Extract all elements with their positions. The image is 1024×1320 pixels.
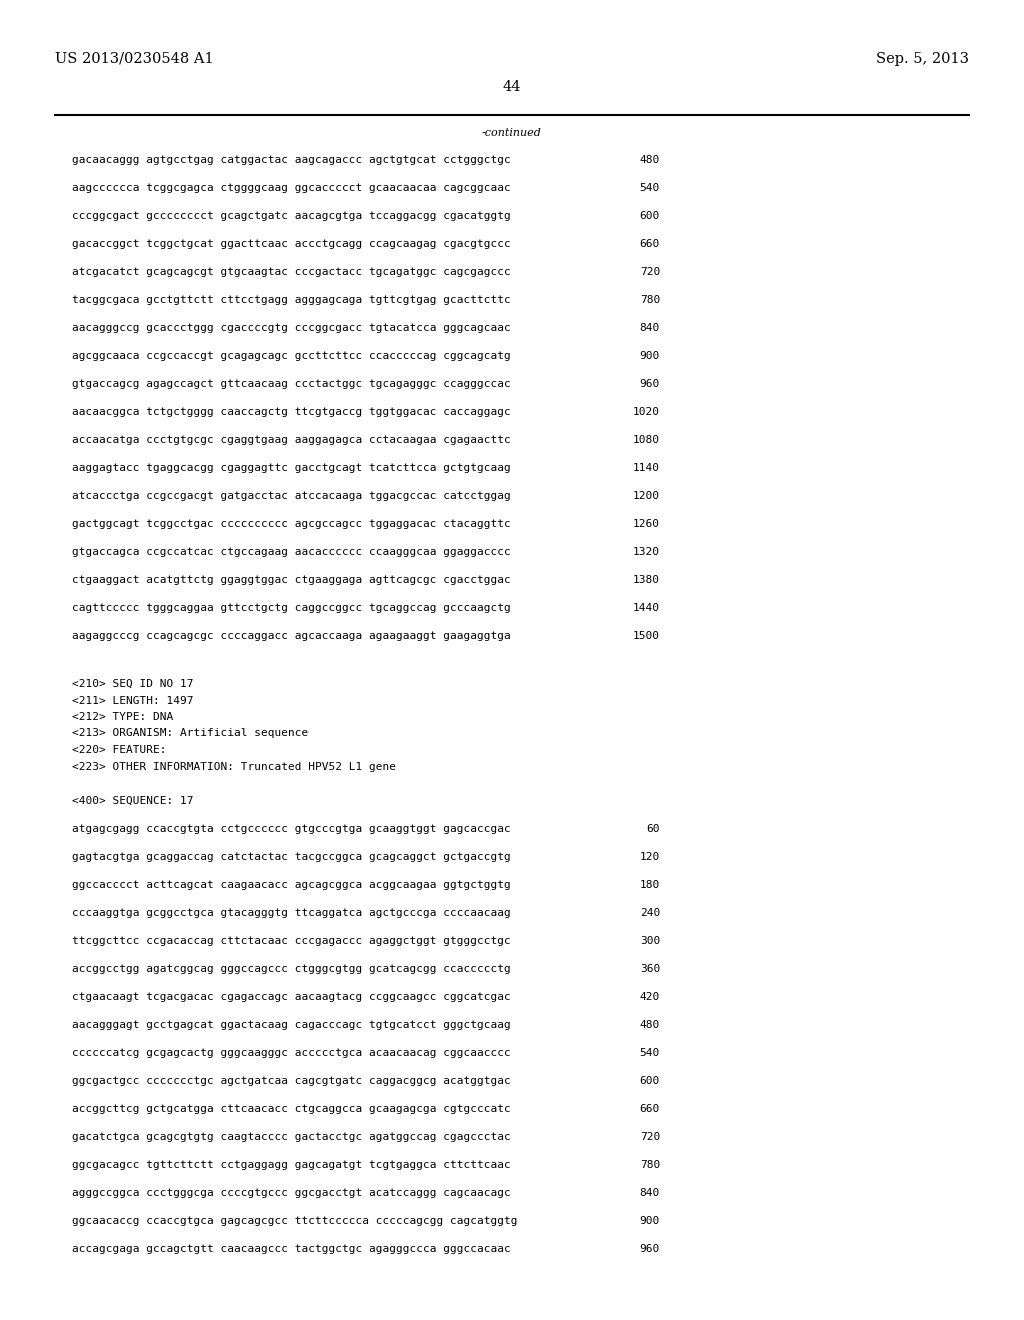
- Text: US 2013/0230548 A1: US 2013/0230548 A1: [55, 51, 214, 66]
- Text: ggccacccct acttcagcat caagaacacc agcagcggca acggcaagaa ggtgctggtg: ggccacccct acttcagcat caagaacacc agcagcg…: [72, 880, 511, 890]
- Text: 1380: 1380: [633, 576, 660, 585]
- Text: ggcgacagcc tgttcttctt cctgaggagg gagcagatgt tcgtgaggca cttcttcaac: ggcgacagcc tgttcttctt cctgaggagg gagcaga…: [72, 1160, 511, 1170]
- Text: 240: 240: [640, 908, 660, 917]
- Text: ttcggcttcc ccgacaccag cttctacaac cccgagaccc agaggctggt gtgggcctgc: ttcggcttcc ccgacaccag cttctacaac cccgaga…: [72, 936, 511, 946]
- Text: 900: 900: [640, 351, 660, 360]
- Text: <213> ORGANISM: Artificial sequence: <213> ORGANISM: Artificial sequence: [72, 729, 308, 738]
- Text: aaggagtacc tgaggcacgg cgaggagttc gacctgcagt tcatcttcca gctgtgcaag: aaggagtacc tgaggcacgg cgaggagttc gacctgc…: [72, 463, 511, 473]
- Text: gtgaccagca ccgccatcac ctgccagaag aacacccccc ccaagggcaa ggaggacccc: gtgaccagca ccgccatcac ctgccagaag aacaccc…: [72, 546, 511, 557]
- Text: 960: 960: [640, 379, 660, 389]
- Text: accaacatga ccctgtgcgc cgaggtgaag aaggagagca cctacaagaa cgagaacttc: accaacatga ccctgtgcgc cgaggtgaag aaggaga…: [72, 436, 511, 445]
- Text: accagcgaga gccagctgtt caacaagccc tactggctgc agagggccca gggccacaac: accagcgaga gccagctgtt caacaagccc tactggc…: [72, 1243, 511, 1254]
- Text: 44: 44: [503, 81, 521, 94]
- Text: agggccggca ccctgggcga ccccgtgccc ggcgacctgt acatccaggg cagcaacagc: agggccggca ccctgggcga ccccgtgccc ggcgacc…: [72, 1188, 511, 1199]
- Text: 480: 480: [640, 154, 660, 165]
- Text: aagcccccca tcggcgagca ctggggcaag ggcaccccct gcaacaacaa cagcggcaac: aagcccccca tcggcgagca ctggggcaag ggcaccc…: [72, 183, 511, 193]
- Text: accggcctgg agatcggcag gggccagccc ctgggcgtgg gcatcagcgg ccaccccctg: accggcctgg agatcggcag gggccagccc ctgggcg…: [72, 964, 511, 974]
- Text: cccaaggtga gcggcctgca gtacagggtg ttcaggatca agctgcccga ccccaacaag: cccaaggtga gcggcctgca gtacagggtg ttcagga…: [72, 908, 511, 917]
- Text: Sep. 5, 2013: Sep. 5, 2013: [876, 51, 969, 66]
- Text: gtgaccagcg agagccagct gttcaacaag ccctactggc tgcagagggc ccagggccac: gtgaccagcg agagccagct gttcaacaag ccctact…: [72, 379, 511, 389]
- Text: 720: 720: [640, 1133, 660, 1142]
- Text: 60: 60: [646, 824, 660, 834]
- Text: gacaccggct tcggctgcat ggacttcaac accctgcagg ccagcaagag cgacgtgccc: gacaccggct tcggctgcat ggacttcaac accctgc…: [72, 239, 511, 249]
- Text: 480: 480: [640, 1020, 660, 1030]
- Text: 780: 780: [640, 294, 660, 305]
- Text: 840: 840: [640, 1188, 660, 1199]
- Text: aagaggcccg ccagcagcgc ccccaggacc agcaccaaga agaagaaggt gaagaggtga: aagaggcccg ccagcagcgc ccccaggacc agcacca…: [72, 631, 511, 642]
- Text: 660: 660: [640, 1104, 660, 1114]
- Text: 840: 840: [640, 323, 660, 333]
- Text: 600: 600: [640, 211, 660, 220]
- Text: 960: 960: [640, 1243, 660, 1254]
- Text: agcggcaaca ccgccaccgt gcagagcagc gccttcttcc ccacccccag cggcagcatg: agcggcaaca ccgccaccgt gcagagcagc gccttct…: [72, 351, 511, 360]
- Text: ggcgactgcc ccccccctgc agctgatcaa cagcgtgatc caggacggcg acatggtgac: ggcgactgcc ccccccctgc agctgatcaa cagcgtg…: [72, 1076, 511, 1086]
- Text: gacaacaggg agtgcctgag catggactac aagcagaccc agctgtgcat cctgggctgc: gacaacaggg agtgcctgag catggactac aagcaga…: [72, 154, 511, 165]
- Text: -continued: -continued: [482, 128, 542, 139]
- Text: <400> SEQUENCE: 17: <400> SEQUENCE: 17: [72, 796, 194, 807]
- Text: 600: 600: [640, 1076, 660, 1086]
- Text: 300: 300: [640, 936, 660, 946]
- Text: gactggcagt tcggcctgac cccccccccc agcgccagcc tggaggacac ctacaggttc: gactggcagt tcggcctgac cccccccccc agcgcca…: [72, 519, 511, 529]
- Text: 180: 180: [640, 880, 660, 890]
- Text: <223> OTHER INFORMATION: Truncated HPV52 L1 gene: <223> OTHER INFORMATION: Truncated HPV52…: [72, 762, 396, 771]
- Text: 1200: 1200: [633, 491, 660, 502]
- Text: 1080: 1080: [633, 436, 660, 445]
- Text: 420: 420: [640, 993, 660, 1002]
- Text: atcaccctga ccgccgacgt gatgacctac atccacaaga tggacgccac catcctggag: atcaccctga ccgccgacgt gatgacctac atccaca…: [72, 491, 511, 502]
- Text: gacatctgca gcagcgtgtg caagtacccc gactacctgc agatggccag cgagccctac: gacatctgca gcagcgtgtg caagtacccc gactacc…: [72, 1133, 511, 1142]
- Text: 1500: 1500: [633, 631, 660, 642]
- Text: gagtacgtga gcaggaccag catctactac tacgccggca gcagcaggct gctgaccgtg: gagtacgtga gcaggaccag catctactac tacgccg…: [72, 851, 511, 862]
- Text: ccccccatcg gcgagcactg gggcaagggc accccctgca acaacaacag cggcaacccc: ccccccatcg gcgagcactg gggcaagggc accccct…: [72, 1048, 511, 1059]
- Text: cagttccccc tgggcaggaa gttcctgctg caggccggcc tgcaggccag gcccaagctg: cagttccccc tgggcaggaa gttcctgctg caggccg…: [72, 603, 511, 612]
- Text: 1260: 1260: [633, 519, 660, 529]
- Text: 720: 720: [640, 267, 660, 277]
- Text: 1140: 1140: [633, 463, 660, 473]
- Text: ctgaaggact acatgttctg ggaggtggac ctgaaggaga agttcagcgc cgacctggac: ctgaaggact acatgttctg ggaggtggac ctgaagg…: [72, 576, 511, 585]
- Text: <210> SEQ ID NO 17: <210> SEQ ID NO 17: [72, 678, 194, 689]
- Text: aacaacggca tctgctgggg caaccagctg ttcgtgaccg tggtggacac caccaggagc: aacaacggca tctgctgggg caaccagctg ttcgtga…: [72, 407, 511, 417]
- Text: 540: 540: [640, 1048, 660, 1059]
- Text: accggcttcg gctgcatgga cttcaacacc ctgcaggcca gcaagagcga cgtgcccatc: accggcttcg gctgcatgga cttcaacacc ctgcagg…: [72, 1104, 511, 1114]
- Text: <212> TYPE: DNA: <212> TYPE: DNA: [72, 711, 173, 722]
- Text: 1440: 1440: [633, 603, 660, 612]
- Text: 360: 360: [640, 964, 660, 974]
- Text: <220> FEATURE:: <220> FEATURE:: [72, 744, 167, 755]
- Text: 1020: 1020: [633, 407, 660, 417]
- Text: 780: 780: [640, 1160, 660, 1170]
- Text: <211> LENGTH: 1497: <211> LENGTH: 1497: [72, 696, 194, 705]
- Text: 1320: 1320: [633, 546, 660, 557]
- Text: 900: 900: [640, 1216, 660, 1226]
- Text: tacggcgaca gcctgttctt cttcctgagg agggagcaga tgttcgtgag gcacttcttc: tacggcgaca gcctgttctt cttcctgagg agggagc…: [72, 294, 511, 305]
- Text: ggcaacaccg ccaccgtgca gagcagcgcc ttcttccccca cccccagcgg cagcatggtg: ggcaacaccg ccaccgtgca gagcagcgcc ttcttcc…: [72, 1216, 517, 1226]
- Text: 660: 660: [640, 239, 660, 249]
- Text: aacagggagt gcctgagcat ggactacaag cagacccagc tgtgcatcct gggctgcaag: aacagggagt gcctgagcat ggactacaag cagaccc…: [72, 1020, 511, 1030]
- Text: ctgaacaagt tcgacgacac cgagaccagc aacaagtacg ccggcaagcc cggcatcgac: ctgaacaagt tcgacgacac cgagaccagc aacaagt…: [72, 993, 511, 1002]
- Text: atcgacatct gcagcagcgt gtgcaagtac cccgactacc tgcagatggc cagcgagccc: atcgacatct gcagcagcgt gtgcaagtac cccgact…: [72, 267, 511, 277]
- Text: 120: 120: [640, 851, 660, 862]
- Text: cccggcgact gcccccccct gcagctgatc aacagcgtga tccaggacgg cgacatggtg: cccggcgact gcccccccct gcagctgatc aacagcg…: [72, 211, 511, 220]
- Text: aacagggccg gcaccctggg cgaccccgtg cccggcgacc tgtacatcca gggcagcaac: aacagggccg gcaccctggg cgaccccgtg cccggcg…: [72, 323, 511, 333]
- Text: 540: 540: [640, 183, 660, 193]
- Text: atgagcgagg ccaccgtgta cctgcccccc gtgcccgtga gcaaggtggt gagcaccgac: atgagcgagg ccaccgtgta cctgcccccc gtgcccg…: [72, 824, 511, 834]
